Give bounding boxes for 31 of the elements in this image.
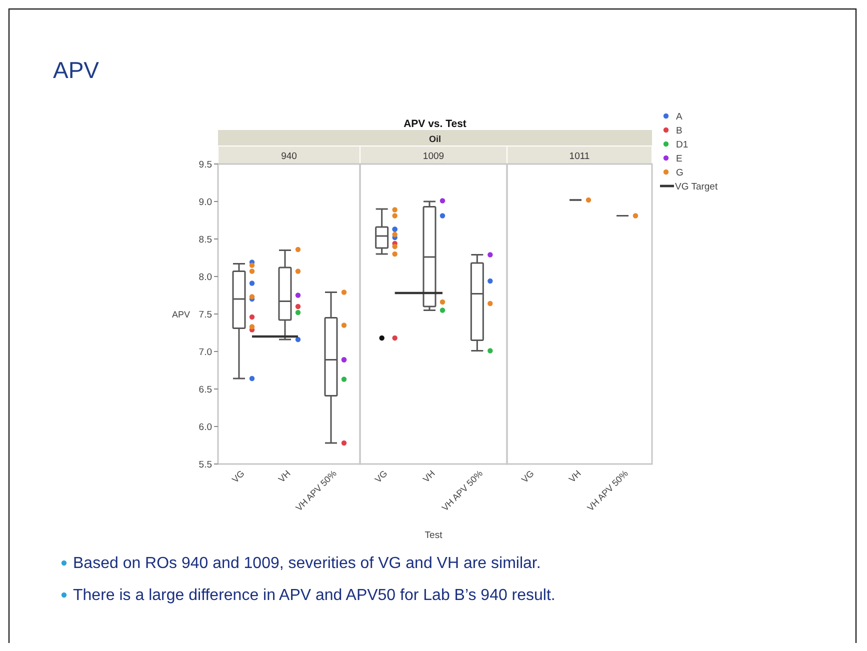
text: Based on ROs 940 and 1009, severities of VG and VH are similar. [73,555,541,572]
x-tick-label: VH [420,468,437,484]
x-tick-label: VG [230,468,246,485]
y-tick-label: 7.5 [198,310,212,320]
legend-label: D1 [676,140,688,150]
chart-title: 1011 [569,151,590,162]
text: There is a large difference in APV and APV50 for Lab B’s 940 result. [73,587,556,604]
x-tick-label: VH [566,468,583,484]
x-tick-label: VG [520,468,536,485]
legend-label: G [676,168,684,178]
legend-label: VG Target [675,182,718,192]
y-tick-label: 6.5 [198,384,212,396]
y-tick-label: 9.5 [198,160,212,170]
y-tick-label: 8.0 [198,272,212,283]
legend-label: B [676,126,682,136]
y-tick-label: 7.0 [198,347,212,358]
x-tick-label: VH [276,468,292,484]
legend-label: E [676,154,682,164]
chart-title: 1009 [422,151,444,162]
y-tick-label: 8.5 [198,234,212,246]
y-tick-label: 5.5 [198,460,212,470]
x-tick-label: VG [372,468,390,485]
x-axis-title: Test [424,530,443,541]
text: APV [53,57,100,83]
chart-title: 940 [281,151,297,162]
y-axis-title: APV [172,310,190,320]
text: Oil [428,134,442,144]
y-tick-label: 6.0 [198,422,212,433]
y-tick-label: 9.0 [198,197,212,208]
text: APV vs. Test [404,118,467,130]
legend-label: A [676,112,683,122]
